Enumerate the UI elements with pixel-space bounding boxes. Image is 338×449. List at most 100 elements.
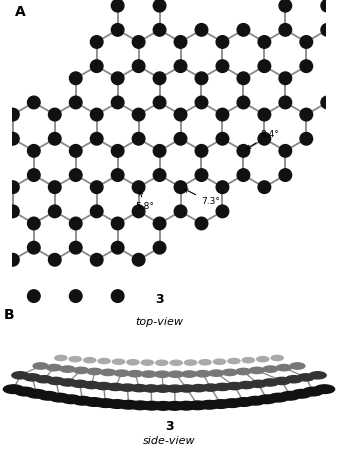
Circle shape xyxy=(174,205,187,218)
Circle shape xyxy=(96,399,116,407)
Circle shape xyxy=(90,132,103,145)
Circle shape xyxy=(48,377,65,384)
Circle shape xyxy=(174,108,187,121)
Circle shape xyxy=(216,108,229,121)
Circle shape xyxy=(188,401,208,409)
Circle shape xyxy=(321,96,334,109)
Circle shape xyxy=(6,132,19,145)
Circle shape xyxy=(202,384,219,391)
Circle shape xyxy=(90,181,103,194)
Circle shape xyxy=(174,181,187,194)
Circle shape xyxy=(190,384,207,392)
Circle shape xyxy=(83,357,96,363)
Circle shape xyxy=(279,169,292,181)
Circle shape xyxy=(153,169,166,181)
Circle shape xyxy=(132,35,145,48)
Circle shape xyxy=(226,383,243,390)
Circle shape xyxy=(141,360,153,365)
Circle shape xyxy=(111,72,124,84)
Circle shape xyxy=(111,217,124,230)
Circle shape xyxy=(114,370,129,376)
Circle shape xyxy=(195,169,208,181)
Circle shape xyxy=(69,169,82,181)
Circle shape xyxy=(216,35,229,48)
Circle shape xyxy=(132,132,145,145)
Circle shape xyxy=(222,399,242,407)
Circle shape xyxy=(132,181,145,194)
Circle shape xyxy=(27,217,40,230)
Circle shape xyxy=(300,60,313,72)
Circle shape xyxy=(132,108,145,121)
Circle shape xyxy=(237,23,250,36)
Circle shape xyxy=(33,363,48,369)
Circle shape xyxy=(60,366,75,372)
Circle shape xyxy=(69,217,82,230)
Circle shape xyxy=(24,374,41,381)
Circle shape xyxy=(228,358,240,364)
Circle shape xyxy=(237,72,250,84)
Circle shape xyxy=(98,358,110,364)
Circle shape xyxy=(263,366,278,372)
Circle shape xyxy=(309,372,326,379)
Circle shape xyxy=(6,181,19,194)
Circle shape xyxy=(111,96,124,109)
Circle shape xyxy=(132,60,145,72)
Circle shape xyxy=(131,384,148,392)
Circle shape xyxy=(48,132,61,145)
Circle shape xyxy=(195,145,208,157)
Circle shape xyxy=(290,363,305,369)
Circle shape xyxy=(90,254,103,266)
Circle shape xyxy=(257,357,269,362)
Circle shape xyxy=(156,360,168,365)
Circle shape xyxy=(153,217,166,230)
Circle shape xyxy=(27,290,40,302)
Text: side-view: side-view xyxy=(143,436,195,446)
Circle shape xyxy=(90,60,103,72)
Circle shape xyxy=(168,371,183,378)
Circle shape xyxy=(291,389,312,398)
Circle shape xyxy=(26,389,47,398)
Circle shape xyxy=(130,401,150,409)
Text: 8.4°: 8.4° xyxy=(247,130,280,149)
Circle shape xyxy=(199,360,211,365)
Circle shape xyxy=(111,145,124,157)
Circle shape xyxy=(27,96,40,109)
Circle shape xyxy=(119,384,136,391)
Circle shape xyxy=(216,205,229,218)
Circle shape xyxy=(101,369,116,375)
Circle shape xyxy=(238,382,255,389)
Circle shape xyxy=(249,367,264,374)
Circle shape xyxy=(90,108,103,121)
Circle shape xyxy=(47,365,62,371)
Circle shape xyxy=(273,377,290,384)
Circle shape xyxy=(132,205,145,218)
Circle shape xyxy=(153,23,166,36)
Circle shape xyxy=(195,23,208,36)
Circle shape xyxy=(178,385,195,392)
Circle shape xyxy=(182,371,197,377)
Circle shape xyxy=(48,254,61,266)
Circle shape xyxy=(216,60,229,72)
Circle shape xyxy=(49,393,70,402)
Circle shape xyxy=(71,380,88,387)
Circle shape xyxy=(143,385,160,392)
Circle shape xyxy=(6,108,19,121)
Circle shape xyxy=(48,205,61,218)
Text: 3: 3 xyxy=(165,420,173,433)
Circle shape xyxy=(3,385,24,393)
Circle shape xyxy=(297,374,314,381)
Circle shape xyxy=(153,145,166,157)
Circle shape xyxy=(237,96,250,109)
Circle shape xyxy=(174,132,187,145)
Circle shape xyxy=(174,60,187,72)
Circle shape xyxy=(107,400,127,408)
Circle shape xyxy=(153,0,166,12)
Circle shape xyxy=(69,145,82,157)
Circle shape xyxy=(48,181,61,194)
Circle shape xyxy=(83,382,100,389)
Text: B: B xyxy=(3,308,14,322)
Circle shape xyxy=(55,355,67,361)
Circle shape xyxy=(154,385,171,392)
Circle shape xyxy=(12,372,29,379)
Circle shape xyxy=(142,401,162,410)
